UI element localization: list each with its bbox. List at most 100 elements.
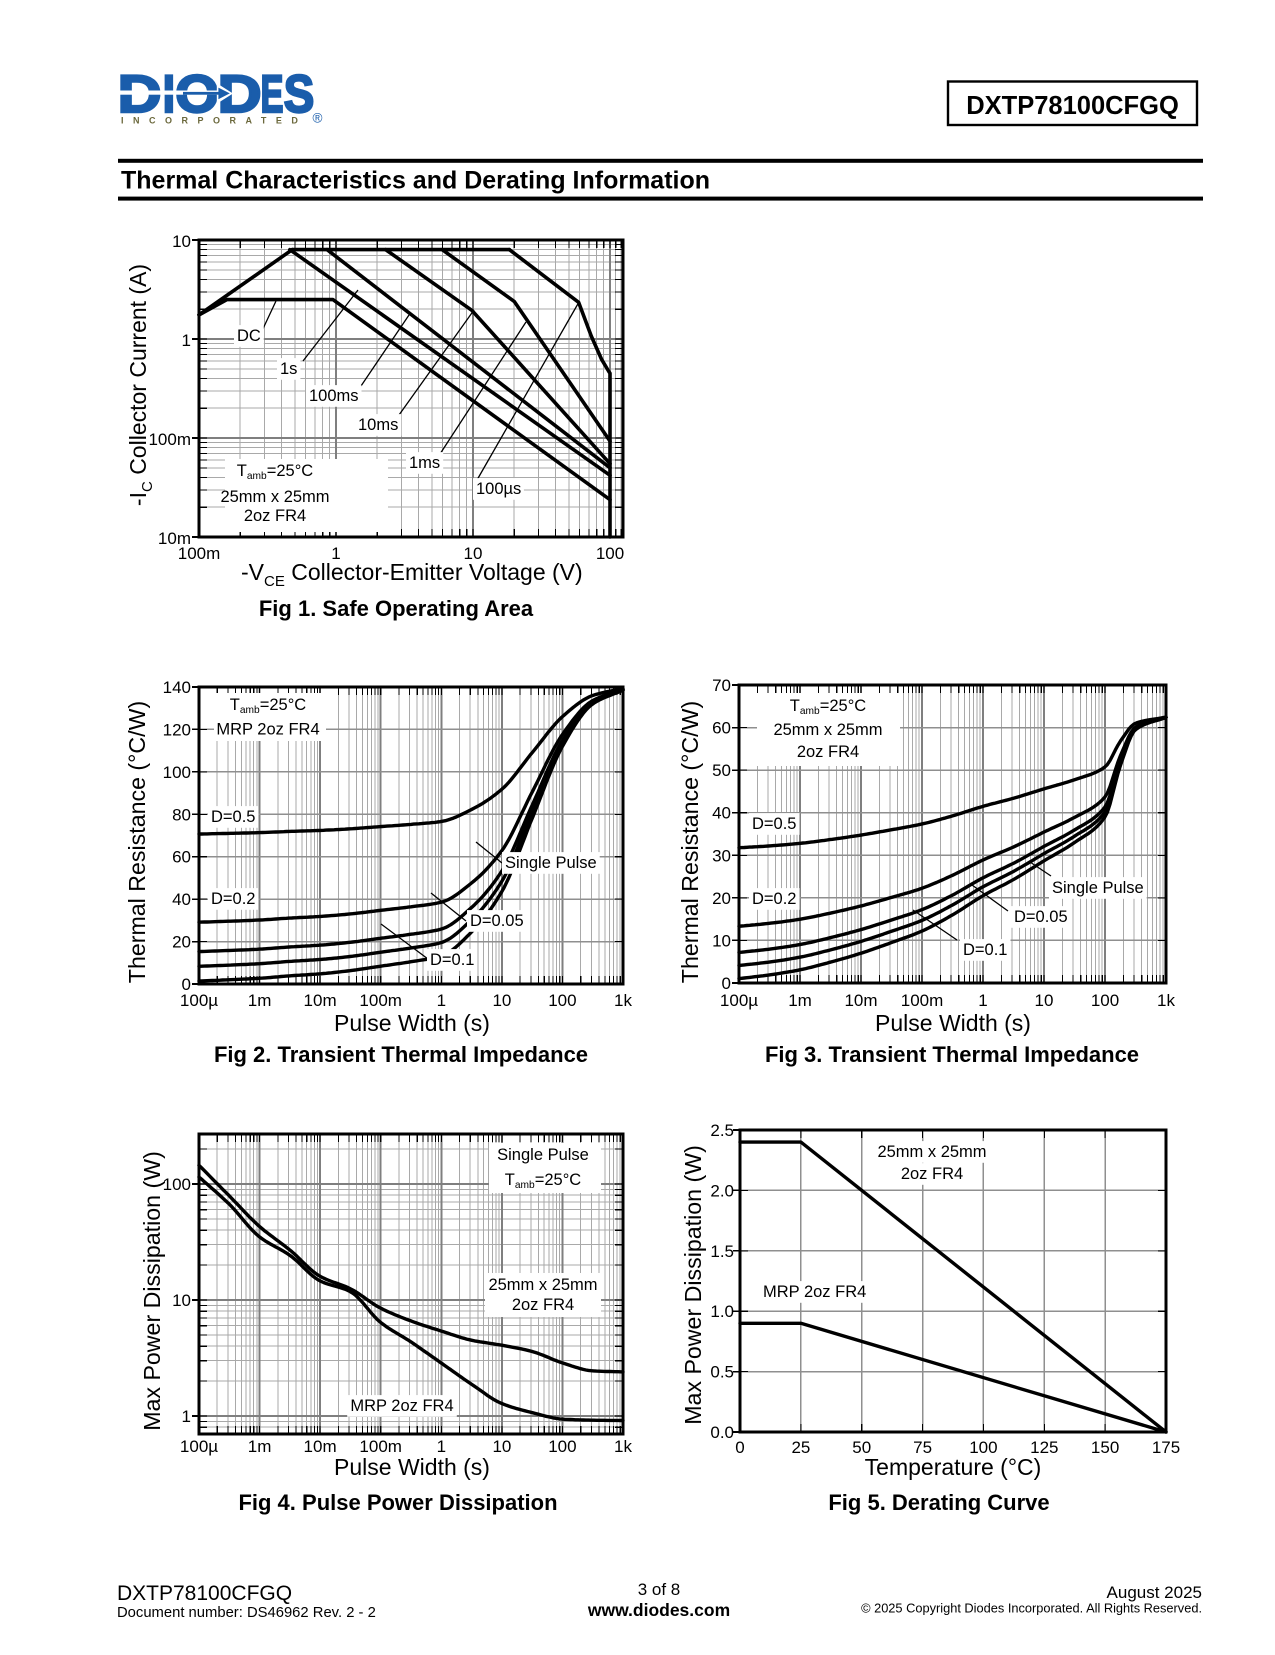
svg-text:30: 30 — [712, 846, 731, 865]
svg-text:Fig 5. Derating Curve: Fig 5. Derating Curve — [828, 1490, 1049, 1515]
svg-text:Fig 2. Transient Thermal Imped: Fig 2. Transient Thermal Impedance — [214, 1042, 588, 1067]
svg-text:25mm x 25mm: 25mm x 25mm — [877, 1143, 986, 1161]
svg-text:70: 70 — [712, 676, 731, 695]
svg-text:1: 1 — [182, 1407, 191, 1426]
svg-text:1k: 1k — [614, 1437, 632, 1456]
svg-text:10m: 10m — [158, 529, 191, 548]
svg-text:1m: 1m — [248, 1437, 272, 1456]
svg-text:D: D — [218, 65, 262, 124]
svg-text:www.diodes.com: www.diodes.com — [587, 1600, 730, 1620]
svg-text:0: 0 — [182, 975, 191, 994]
svg-text:Fig 4. Pulse Power Dissipation: Fig 4. Pulse Power Dissipation — [238, 1490, 557, 1515]
svg-text:3 of 8: 3 of 8 — [638, 1580, 681, 1599]
svg-text:10: 10 — [172, 232, 191, 251]
svg-text:25mm x 25mm: 25mm x 25mm — [220, 488, 329, 506]
svg-text:D=0.05: D=0.05 — [470, 912, 524, 930]
svg-text:120: 120 — [163, 720, 191, 739]
svg-text:100m: 100m — [148, 430, 191, 449]
svg-text:100: 100 — [596, 544, 624, 563]
svg-text:August 2025: August 2025 — [1107, 1583, 1202, 1602]
svg-text:-IC Collector Current (A): -IC Collector Current (A) — [125, 264, 156, 506]
svg-text:125: 125 — [1030, 1438, 1058, 1457]
svg-text:10m: 10m — [844, 991, 877, 1010]
svg-text:Pulse Width (s): Pulse Width (s) — [875, 1010, 1031, 1036]
svg-text:0.0: 0.0 — [710, 1423, 734, 1442]
svg-text:100: 100 — [969, 1438, 997, 1457]
svg-text:1: 1 — [978, 991, 987, 1010]
svg-text:10m: 10m — [304, 1437, 337, 1456]
svg-text:Single Pulse: Single Pulse — [505, 854, 597, 872]
svg-text:40: 40 — [172, 890, 191, 909]
svg-text:© 2025 Copyright Diodes Incorp: © 2025 Copyright Diodes Incorporated. Al… — [861, 1601, 1202, 1616]
svg-text:100: 100 — [163, 763, 191, 782]
svg-text:10m: 10m — [304, 991, 337, 1010]
svg-text:D=0.5: D=0.5 — [752, 815, 797, 833]
svg-text:25mm x 25mm: 25mm x 25mm — [488, 1276, 597, 1294]
svg-text:Fig 3. Transient Thermal Imped: Fig 3. Transient Thermal Impedance — [765, 1042, 1139, 1067]
svg-text:DXTP78100CFGQ: DXTP78100CFGQ — [117, 1582, 292, 1605]
svg-text:1.5: 1.5 — [710, 1242, 734, 1261]
svg-text:2oz FR4: 2oz FR4 — [797, 743, 859, 761]
svg-text:Pulse Width (s): Pulse Width (s) — [334, 1454, 490, 1480]
svg-text:10: 10 — [712, 931, 731, 950]
svg-text:10ms: 10ms — [358, 416, 398, 434]
svg-text:1k: 1k — [1157, 991, 1175, 1010]
svg-text:MRP 2oz FR4: MRP 2oz FR4 — [763, 1283, 866, 1301]
svg-text:140: 140 — [163, 678, 191, 697]
svg-text:60: 60 — [712, 719, 731, 738]
svg-text:2oz FR4: 2oz FR4 — [901, 1165, 963, 1183]
svg-text:100m: 100m — [359, 991, 402, 1010]
svg-text:INCORPORATED: INCORPORATED — [121, 115, 307, 125]
svg-text:20: 20 — [712, 889, 731, 908]
svg-text:Thermal Resistance (°C/W): Thermal Resistance (°C/W) — [124, 701, 150, 983]
svg-text:D=0.5: D=0.5 — [211, 808, 256, 826]
svg-text:2oz FR4: 2oz FR4 — [512, 1296, 574, 1314]
svg-text:100µ: 100µ — [720, 991, 758, 1010]
svg-text:100: 100 — [548, 991, 576, 1010]
svg-text:1: 1 — [182, 331, 191, 350]
svg-text:1m: 1m — [788, 991, 812, 1010]
svg-text:25: 25 — [791, 1438, 810, 1457]
svg-text:1: 1 — [437, 1437, 446, 1456]
svg-text:1: 1 — [331, 544, 340, 563]
svg-text:20: 20 — [172, 933, 191, 952]
svg-text:0: 0 — [735, 1438, 744, 1457]
svg-text:D=0.1: D=0.1 — [963, 941, 1008, 959]
svg-text:75: 75 — [913, 1438, 932, 1457]
svg-text:Max Power Dissipation (W): Max Power Dissipation (W) — [139, 1151, 165, 1431]
svg-text:175: 175 — [1152, 1438, 1180, 1457]
svg-text:DXTP78100CFGQ: DXTP78100CFGQ — [966, 92, 1179, 120]
svg-text:Single Pulse: Single Pulse — [497, 1146, 589, 1164]
svg-text:10: 10 — [1035, 991, 1054, 1010]
svg-text:150: 150 — [1091, 1438, 1119, 1457]
svg-text:10: 10 — [464, 544, 483, 563]
svg-text:Single Pulse: Single Pulse — [1052, 879, 1144, 897]
svg-text:100: 100 — [1091, 991, 1119, 1010]
svg-text:40: 40 — [712, 804, 731, 823]
svg-text:10: 10 — [172, 1291, 191, 1310]
svg-text:2oz FR4: 2oz FR4 — [244, 507, 306, 525]
svg-text:Document number: DS46962 Rev.: Document number: DS46962 Rev. 2 - 2 — [117, 1605, 376, 1621]
svg-text:2.0: 2.0 — [710, 1181, 734, 1200]
svg-text:D=0.05: D=0.05 — [1014, 908, 1068, 926]
svg-text:-VCE Collector-Emitter Voltag: -VCE Collector-Emitter Voltage (V) — [241, 559, 583, 590]
svg-text:1.0: 1.0 — [710, 1302, 734, 1321]
svg-text:E: E — [261, 65, 284, 124]
svg-text:1ms: 1ms — [409, 454, 440, 472]
svg-text:Max Power Dissipation (W): Max Power Dissipation (W) — [680, 1145, 706, 1425]
svg-text:D=0.2: D=0.2 — [211, 890, 256, 908]
svg-text:0: 0 — [722, 974, 731, 993]
svg-text:D=0.2: D=0.2 — [752, 890, 797, 908]
svg-text:1k: 1k — [614, 991, 632, 1010]
svg-text:100µ: 100µ — [180, 1437, 218, 1456]
svg-text:Thermal Characteristics and De: Thermal Characteristics and Derating Inf… — [121, 167, 710, 195]
svg-text:1m: 1m — [248, 991, 272, 1010]
svg-text:1s: 1s — [280, 360, 297, 378]
svg-text:S: S — [284, 65, 315, 124]
svg-text:100m: 100m — [901, 991, 944, 1010]
svg-text:0.5: 0.5 — [710, 1363, 734, 1382]
svg-text:100: 100 — [548, 1437, 576, 1456]
svg-text:100m: 100m — [359, 1437, 402, 1456]
svg-text:1: 1 — [437, 991, 446, 1010]
svg-text:100ms: 100ms — [309, 387, 359, 405]
